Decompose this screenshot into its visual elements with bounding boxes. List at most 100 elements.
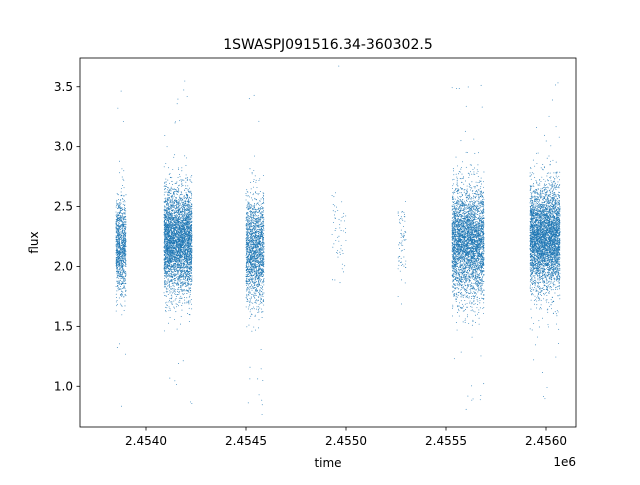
data-point [169, 232, 171, 234]
data-point [165, 281, 167, 283]
data-point [189, 252, 190, 254]
data-segment [115, 90, 127, 407]
data-point [121, 281, 123, 283]
data-point [118, 245, 120, 247]
data-point [179, 120, 181, 122]
data-point [121, 284, 122, 285]
data-point [186, 201, 188, 202]
data-point [181, 200, 183, 202]
data-point [183, 263, 184, 264]
data-point [191, 221, 193, 223]
data-point [174, 289, 176, 291]
data-point [120, 266, 122, 268]
data-point [119, 207, 121, 209]
data-point [117, 256, 118, 258]
data-point [169, 199, 171, 201]
data-point [124, 257, 126, 259]
data-point [117, 237, 119, 239]
data-point [120, 220, 122, 222]
data-point [173, 203, 175, 204]
data-point [164, 245, 166, 247]
data-point [123, 226, 125, 227]
data-point [179, 245, 181, 247]
data-point [120, 286, 122, 288]
data-point [188, 259, 190, 261]
data-point [186, 241, 188, 242]
data-point [191, 237, 192, 239]
data-point [188, 218, 190, 219]
data-point [186, 157, 188, 159]
data-point [184, 271, 186, 273]
data-point [121, 248, 123, 250]
data-point [175, 256, 177, 258]
data-point [164, 264, 166, 266]
data-point [178, 188, 180, 190]
data-point [171, 304, 173, 305]
data-point [171, 249, 173, 251]
data-point [186, 218, 188, 220]
data-point [123, 243, 125, 245]
data-point [119, 160, 120, 162]
data-point [170, 268, 172, 270]
data-point [175, 182, 177, 184]
data-point [185, 204, 187, 206]
data-point [166, 209, 168, 211]
data-point [178, 249, 180, 251]
data-point [184, 80, 186, 82]
data-point [173, 221, 175, 222]
data-point [178, 280, 180, 282]
data-point [167, 251, 169, 253]
data-point [189, 204, 191, 206]
data-point [122, 281, 124, 283]
data-point [115, 246, 117, 248]
data-point [176, 253, 177, 255]
data-point [117, 289, 119, 291]
data-point [163, 286, 165, 288]
data-point [119, 294, 121, 295]
data-point [173, 217, 174, 219]
data-point [190, 241, 192, 243]
data-point [179, 200, 180, 202]
data-point [167, 215, 169, 217]
data-point [171, 212, 172, 214]
data-point [117, 228, 119, 229]
data-point [116, 242, 118, 244]
data-point [125, 232, 127, 234]
data-point [165, 191, 167, 193]
data-point [179, 278, 181, 280]
data-point [119, 252, 121, 253]
data-point [118, 257, 120, 259]
data-point [187, 237, 189, 239]
data-point [118, 277, 119, 279]
data-point [170, 214, 172, 216]
data-point [177, 218, 179, 220]
data-point [125, 291, 127, 292]
data-point [178, 206, 180, 208]
data-point [163, 253, 165, 255]
data-point [123, 276, 125, 278]
data-point [182, 271, 184, 272]
data-point [121, 256, 123, 258]
data-point [119, 211, 121, 213]
data-point [189, 210, 191, 212]
data-point [184, 242, 186, 244]
data-point [164, 218, 165, 220]
data-point [115, 310, 117, 312]
data-point [116, 244, 118, 246]
data-point [171, 207, 172, 209]
data-point [166, 273, 168, 275]
data-point [180, 297, 182, 299]
data-point [189, 273, 191, 275]
data-point [172, 225, 173, 227]
data-point [121, 288, 123, 289]
data-point [122, 241, 124, 243]
data-point [164, 267, 166, 269]
data-point [181, 212, 183, 214]
data-point [185, 224, 187, 226]
data-point [169, 284, 171, 286]
data-point [179, 268, 181, 270]
data-point [167, 275, 169, 277]
data-point [176, 214, 178, 216]
data-point [186, 252, 188, 254]
data-point [174, 256, 176, 257]
